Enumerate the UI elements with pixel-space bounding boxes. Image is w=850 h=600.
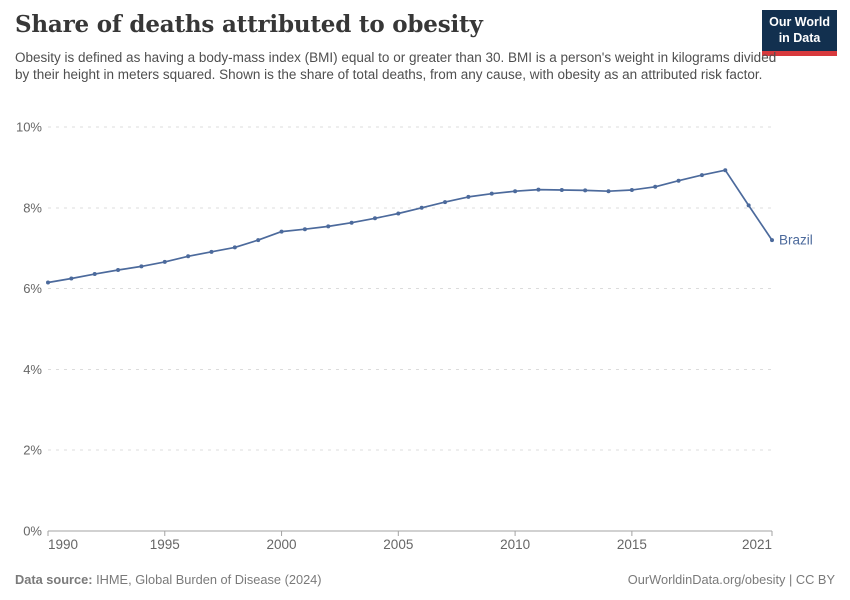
data-point-2019[interactable] <box>723 168 728 173</box>
data-point-2021[interactable] <box>770 238 774 243</box>
credit-link[interactable]: OurWorldinData.org/obesity | CC BY <box>627 572 835 587</box>
data-point-2001[interactable] <box>302 227 307 232</box>
data-point-2008[interactable] <box>466 194 471 199</box>
data-point-2016[interactable] <box>653 184 658 189</box>
chart-subtitle: Obesity is defined as having a body-mass… <box>15 50 777 83</box>
data-point-2009[interactable] <box>489 191 494 196</box>
data-point-1996[interactable] <box>186 254 191 259</box>
data-point-2005[interactable] <box>396 211 401 216</box>
x-axis-label-1990: 1990 <box>48 537 78 552</box>
data-source-label: Data source: <box>15 572 93 587</box>
data-point-1990[interactable] <box>46 280 50 285</box>
y-axis-label-2: 2% <box>23 443 42 458</box>
data-point-2004[interactable] <box>372 216 377 221</box>
data-point-2018[interactable] <box>699 173 704 178</box>
y-axis-label-4: 4% <box>23 362 42 377</box>
trend-line-brazil[interactable] <box>47 169 773 284</box>
data-point-2013[interactable] <box>583 188 588 193</box>
logo-text-line1: Our World <box>769 15 830 29</box>
data-point-2002[interactable] <box>326 224 331 229</box>
data-point-2015[interactable] <box>629 188 634 193</box>
logo-text-line2: in Data <box>778 30 821 45</box>
data-point-2006[interactable] <box>419 205 424 210</box>
y-axis-label-6: 6% <box>23 281 42 296</box>
x-axis-label-2010: 2010 <box>500 537 530 552</box>
data-point-2020[interactable] <box>746 203 751 208</box>
data-point-2012[interactable] <box>559 188 564 193</box>
y-axis-label-0: 0% <box>23 524 42 539</box>
data-point-2011[interactable] <box>536 187 541 192</box>
data-point-2003[interactable] <box>349 220 354 225</box>
page-title: Share of deaths attributed to obesity <box>15 11 483 38</box>
data-point-1998[interactable] <box>232 245 237 250</box>
owid-logo[interactable]: Our World in Data <box>762 10 837 56</box>
data-point-2000[interactable] <box>279 229 284 234</box>
data-point-1994[interactable] <box>139 264 144 269</box>
data-point-2017[interactable] <box>676 178 681 183</box>
data-point-1991[interactable] <box>69 276 74 281</box>
data-point-2014[interactable] <box>606 189 611 194</box>
data-point-1993[interactable] <box>116 268 121 273</box>
x-axis-label-2000: 2000 <box>267 537 297 552</box>
data-point-1995[interactable] <box>162 259 167 264</box>
entity-label-brazil[interactable]: Brazil <box>779 232 813 247</box>
data-point-1999[interactable] <box>256 238 261 243</box>
data-point-2010[interactable] <box>513 189 518 194</box>
x-axis-label-2021: 2021 <box>742 537 772 552</box>
data-point-1997[interactable] <box>209 249 214 254</box>
y-axis-label-8: 8% <box>23 200 42 215</box>
x-axis-label-2015: 2015 <box>617 537 647 552</box>
chart-footer: Data source: IHME, Global Burden of Dise… <box>15 572 835 587</box>
data-source-text: IHME, Global Burden of Disease (2024) <box>92 572 322 587</box>
x-axis-label-1995: 1995 <box>150 537 180 552</box>
data-point-1992[interactable] <box>92 272 97 277</box>
y-axis-label-10: 10% <box>16 120 42 135</box>
data-source: Data source: IHME, Global Burden of Dise… <box>15 572 322 587</box>
x-axis-label-2005: 2005 <box>383 537 413 552</box>
data-point-2007[interactable] <box>443 200 448 205</box>
